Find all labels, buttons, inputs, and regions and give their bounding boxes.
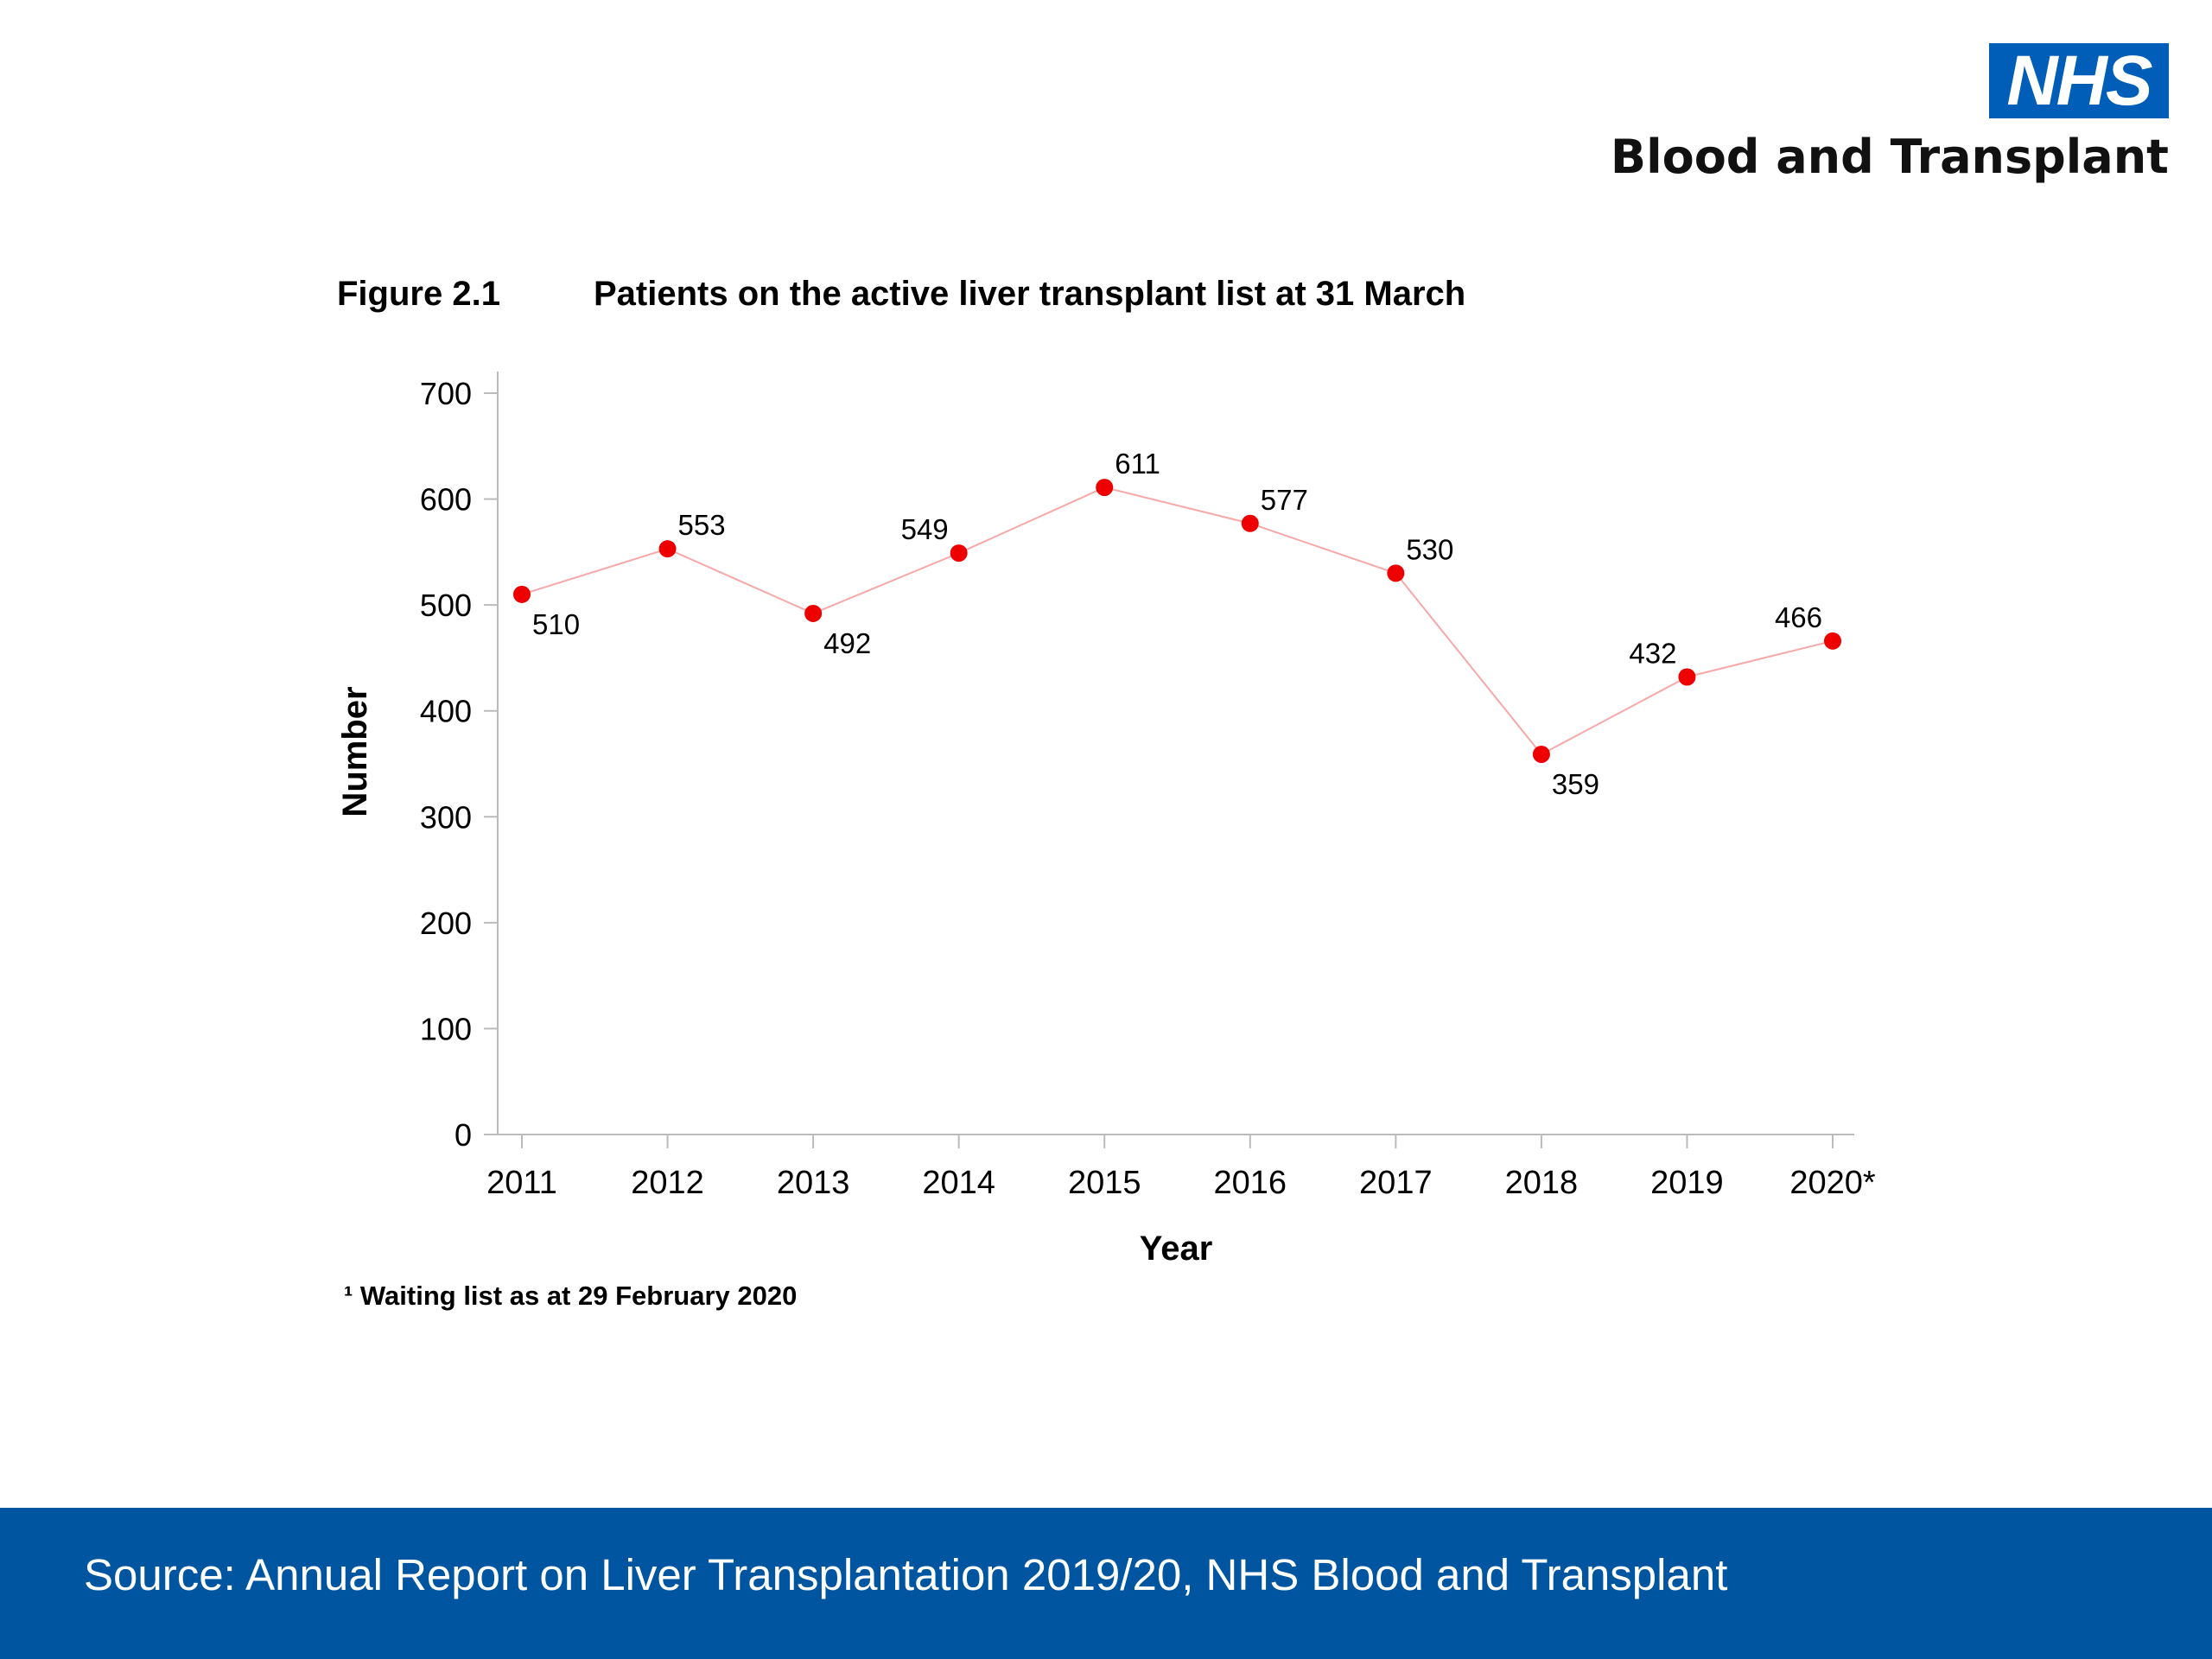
y-tick-label: 400 — [420, 694, 472, 729]
x-tick-label: 2019 — [1650, 1165, 1724, 1201]
y-tick-label: 700 — [420, 376, 472, 411]
data-label: 466 — [1775, 601, 1822, 633]
nhs-logo-mark: NHS — [1989, 43, 2169, 118]
data-label: 510 — [532, 608, 580, 640]
data-label: 492 — [823, 627, 871, 659]
x-axis-title: Year — [1140, 1230, 1213, 1268]
y-tick-label: 500 — [420, 588, 472, 623]
data-point — [1241, 514, 1259, 532]
source-bar — [0, 1508, 2212, 1659]
data-point — [658, 540, 677, 558]
x-tick-label: 2013 — [777, 1165, 850, 1201]
data-point — [1824, 632, 1841, 650]
y-tick-label: 0 — [454, 1117, 472, 1153]
x-tick-label: 2011 — [486, 1165, 557, 1201]
data-point — [1678, 668, 1696, 686]
y-tick-label: 300 — [420, 799, 472, 835]
data-point — [1532, 745, 1550, 763]
data-label: 553 — [678, 509, 726, 541]
x-tick-label: 2020* — [1789, 1165, 1876, 1201]
data-label: 432 — [1629, 637, 1676, 669]
x-tick-label: 2012 — [631, 1165, 704, 1201]
y-axis-title: Number — [336, 686, 374, 817]
nhs-logo-text: NHS — [2006, 41, 2152, 120]
x-tick-label: 2017 — [1359, 1165, 1433, 1201]
y-tick-label: 600 — [420, 482, 472, 518]
y-tick-label: 200 — [420, 906, 472, 941]
x-tick-label: 2015 — [1068, 1165, 1141, 1201]
x-tick-label: 2014 — [922, 1165, 995, 1201]
line-chart: 0 100 200 300 400 500 600 700 2011 2012 2013 2014 20… — [336, 372, 1876, 1268]
x-tick-label: 2018 — [1505, 1165, 1579, 1201]
data-label: 530 — [1406, 533, 1453, 565]
series-line — [521, 486, 1834, 756]
data-point — [804, 604, 823, 622]
data-point — [1096, 479, 1114, 497]
data-label: 549 — [901, 513, 949, 545]
nhs-logo: NHS Blood and Transplant — [1611, 43, 2169, 190]
y-tick-label: 100 — [420, 1011, 472, 1046]
data-point — [1387, 564, 1405, 582]
figure-footnote: ¹ Waiting list as at 29 February 2020 — [344, 1281, 798, 1311]
data-label: 577 — [1261, 484, 1308, 516]
data-point — [950, 544, 968, 563]
source-text: Source: Annual Report on Liver Transplan… — [84, 1550, 1728, 1599]
x-tick-label: 2016 — [1214, 1165, 1287, 1201]
data-label: 611 — [1115, 448, 1160, 480]
organisation-name: Blood and Transplant — [1610, 130, 2169, 184]
figure-title: Patients on the active liver transplant … — [594, 275, 1466, 313]
figure-number: Figure 2.1 — [337, 275, 500, 313]
data-point — [513, 585, 531, 603]
data-label: 359 — [1552, 768, 1599, 800]
figure-heading: Figure 2.1 Patients on the active liver t… — [337, 275, 1465, 314]
